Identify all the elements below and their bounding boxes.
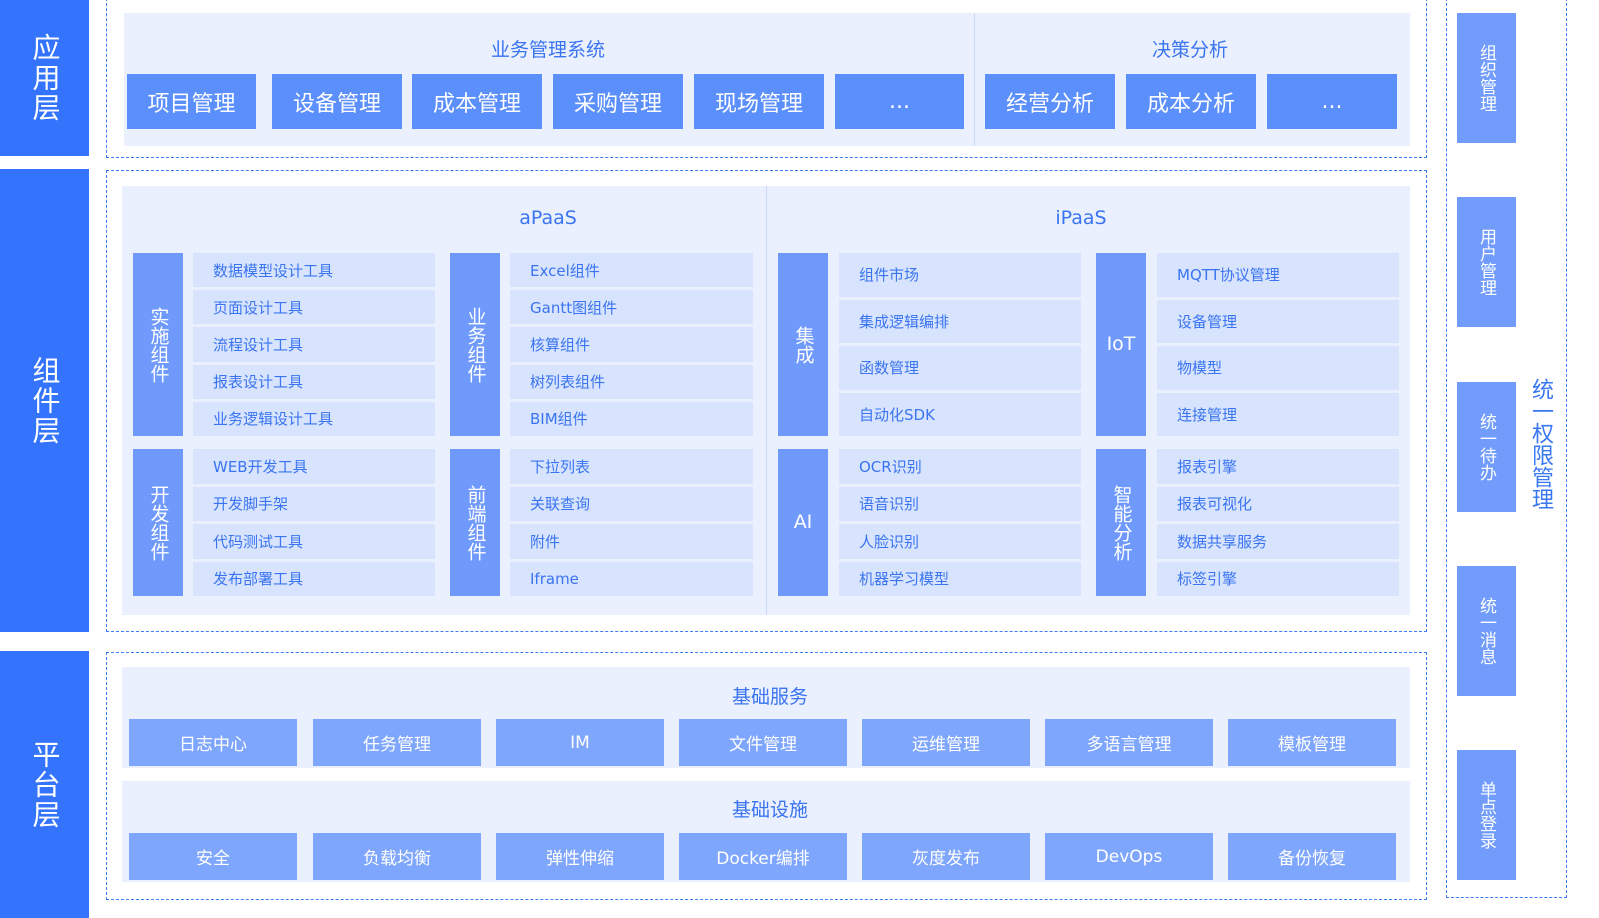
app-item[interactable]: 采购管理 xyxy=(553,74,683,129)
component-item[interactable]: MQTT协议管理 xyxy=(1157,253,1399,297)
component-item[interactable]: 核算组件 xyxy=(510,327,753,362)
group-label: 智能分析 xyxy=(1096,449,1146,596)
component-item[interactable]: 自动化SDK xyxy=(839,392,1081,436)
layer-app: 应用层 xyxy=(0,0,89,156)
service-item[interactable]: 任务管理 xyxy=(313,719,481,766)
component-item[interactable]: 人脸识别 xyxy=(839,524,1081,559)
component-item[interactable]: 报表设计工具 xyxy=(193,364,435,399)
group-label: AI xyxy=(778,449,828,596)
infra-item[interactable]: 灰度发布 xyxy=(862,833,1030,880)
component-item[interactable]: 树列表组件 xyxy=(510,364,753,399)
infra-title: 基础设施 xyxy=(731,799,809,821)
infra-item[interactable]: DevOps xyxy=(1045,833,1213,880)
infra-item[interactable]: 弹性伸缩 xyxy=(496,833,664,880)
component-item[interactable]: Gantt图组件 xyxy=(510,290,753,325)
component-item[interactable]: 发布部署工具 xyxy=(193,561,435,596)
component-item[interactable]: 关联查询 xyxy=(510,486,753,521)
component-item[interactable]: 机器学习模型 xyxy=(839,561,1081,596)
layer-platform: 平台层 xyxy=(0,651,89,918)
biz-system-title: 业务管理系统 xyxy=(490,39,606,61)
decision-title: 决策分析 xyxy=(1151,39,1229,61)
component-item[interactable]: 附件 xyxy=(510,524,753,559)
infra-item[interactable]: 安全 xyxy=(129,833,297,880)
services-title: 基础服务 xyxy=(731,686,809,708)
group-label: 开发组件 xyxy=(133,449,183,596)
app-item[interactable]: 成本管理 xyxy=(412,74,542,129)
service-item[interactable]: 模板管理 xyxy=(1228,719,1396,766)
component-item[interactable]: OCR识别 xyxy=(839,449,1081,484)
component-item[interactable]: Excel组件 xyxy=(510,253,753,288)
service-item[interactable]: 日志中心 xyxy=(129,719,297,766)
side-item-sso[interactable]: 单点登录 xyxy=(1457,750,1516,880)
ipaas-title: iPaaS xyxy=(1055,207,1107,229)
layer-component: 组件层 xyxy=(0,169,89,632)
permission-title: 统一权限管理 xyxy=(1528,378,1553,510)
side-item-user[interactable]: 用户管理 xyxy=(1457,197,1516,327)
component-item[interactable]: 报表可视化 xyxy=(1157,486,1399,521)
group-label: 业务组件 xyxy=(450,253,500,436)
component-item[interactable]: 报表引擎 xyxy=(1157,449,1399,484)
app-item[interactable]: 现场管理 xyxy=(694,74,824,129)
side-item-message[interactable]: 统一消息 xyxy=(1457,566,1516,696)
app-layer-frame xyxy=(106,0,1427,158)
component-item[interactable]: 标签引擎 xyxy=(1157,561,1399,596)
infra-item[interactable]: 负载均衡 xyxy=(313,833,481,880)
platform-layer-frame xyxy=(106,652,1427,900)
component-item[interactable]: 语音识别 xyxy=(839,486,1081,521)
decision-item-more[interactable]: ... xyxy=(1267,74,1397,129)
group-label: 实施组件 xyxy=(133,253,183,436)
side-item-org[interactable]: 组织管理 xyxy=(1457,13,1516,143)
permission-frame xyxy=(1446,0,1567,898)
apaas-title: aPaaS xyxy=(519,207,577,229)
divider xyxy=(766,186,767,615)
divider xyxy=(974,13,975,146)
app-item-more[interactable]: ... xyxy=(835,74,964,129)
component-item[interactable]: 流程设计工具 xyxy=(193,327,435,362)
component-item[interactable]: 连接管理 xyxy=(1157,392,1399,436)
service-item[interactable]: 文件管理 xyxy=(679,719,847,766)
side-item-todo[interactable]: 统一待办 xyxy=(1457,382,1516,512)
component-item[interactable]: 集成逻辑编排 xyxy=(839,299,1081,343)
component-item[interactable]: 函数管理 xyxy=(839,346,1081,390)
component-item[interactable]: 下拉列表 xyxy=(510,449,753,484)
component-item[interactable]: 设备管理 xyxy=(1157,299,1399,343)
component-item[interactable]: 组件市场 xyxy=(839,253,1081,297)
decision-item[interactable]: 经营分析 xyxy=(985,74,1115,129)
decision-item[interactable]: 成本分析 xyxy=(1126,74,1256,129)
component-item[interactable]: 代码测试工具 xyxy=(193,524,435,559)
service-item[interactable]: IM xyxy=(496,719,664,766)
app-item[interactable]: 项目管理 xyxy=(127,74,256,129)
component-item[interactable]: WEB开发工具 xyxy=(193,449,435,484)
group-label: 集成 xyxy=(778,253,828,436)
component-item[interactable]: 业务逻辑设计工具 xyxy=(193,401,435,436)
component-layer-frame xyxy=(106,170,1427,632)
component-item[interactable]: BIM组件 xyxy=(510,401,753,436)
component-item[interactable]: 页面设计工具 xyxy=(193,290,435,325)
component-item[interactable]: 数据共享服务 xyxy=(1157,524,1399,559)
component-item[interactable]: 开发脚手架 xyxy=(193,486,435,521)
component-item[interactable]: 物模型 xyxy=(1157,346,1399,390)
component-item[interactable]: Iframe xyxy=(510,561,753,596)
app-item[interactable]: 设备管理 xyxy=(272,74,402,129)
infra-item[interactable]: Docker编排 xyxy=(679,833,847,880)
service-item[interactable]: 运维管理 xyxy=(862,719,1030,766)
component-item[interactable]: 数据模型设计工具 xyxy=(193,253,435,288)
service-item[interactable]: 多语言管理 xyxy=(1045,719,1213,766)
group-label: 前端组件 xyxy=(450,449,500,596)
group-label: IoT xyxy=(1096,253,1146,436)
infra-item[interactable]: 备份恢复 xyxy=(1228,833,1396,880)
